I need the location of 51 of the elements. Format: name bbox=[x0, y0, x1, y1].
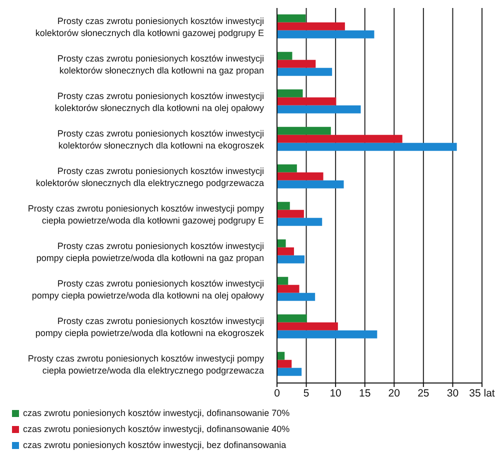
bar bbox=[277, 180, 344, 188]
bar bbox=[277, 255, 305, 264]
bar bbox=[277, 202, 290, 210]
bar bbox=[277, 89, 303, 98]
bar bbox=[277, 97, 336, 106]
bar bbox=[277, 239, 286, 248]
bar bbox=[277, 284, 300, 293]
bar bbox=[277, 105, 361, 114]
y-tick-label: Prosty czas zwrotu poniesionych kosztów inwestycji kolektorów słonecznych dla kotłowni na ekogroszek bbox=[57, 128, 264, 150]
y-tick-label: Prosty czas zwrotu poniesionych kosztów inwestycji kolektorów słonecznych dla kotłowni na gaz propan bbox=[57, 54, 264, 76]
bar bbox=[277, 322, 338, 330]
legend-label: czas zwrotu poniesionych kosztów inwestycji, bez dofinansowania bbox=[23, 440, 286, 450]
bar bbox=[277, 218, 322, 226]
y-tick-label: Prosty czas zwrotu poniesionych kosztów inwestycji kolektorów słonecznych dla kotłowni gazowej podgrupy E bbox=[35, 16, 264, 38]
bar bbox=[277, 164, 297, 172]
y-tick-label: Prosty czas zwrotu poniesionych kosztów inwestycji kolektorów słonecznych dla kotłowni na olej opałowy bbox=[54, 91, 264, 113]
bar bbox=[277, 134, 402, 143]
y-tick-label: Prosty czas zwrotu poniesionych kosztów inwestycji pompy ciepła powietrze/woda dla kotłowni na olej opałowy bbox=[32, 278, 264, 300]
bar bbox=[277, 247, 294, 256]
bar bbox=[277, 52, 292, 60]
bar bbox=[277, 330, 378, 338]
bar bbox=[277, 276, 288, 285]
x-tick-label: 15 bbox=[359, 387, 371, 400]
x-tick-label: 35 lat bbox=[469, 387, 495, 400]
bar bbox=[277, 210, 304, 218]
bar bbox=[277, 292, 316, 301]
x-tick-label: 25 bbox=[418, 387, 430, 400]
x-tick-label: 20 bbox=[388, 387, 400, 400]
bar bbox=[277, 142, 457, 151]
bar bbox=[277, 30, 374, 38]
y-tick-label: Prosty czas zwrotu poniesionych kosztów inwestycji pompy ciepła powietrze/woda dla kotłowni na gaz propan bbox=[36, 241, 264, 263]
bar bbox=[277, 68, 332, 76]
bar bbox=[277, 14, 306, 22]
x-tick-label: 30 bbox=[446, 387, 459, 400]
x-tick-label: 10 bbox=[330, 387, 342, 400]
bar bbox=[277, 172, 324, 180]
legend-label: czas zwrotu poniesionych kosztów inwestycji, dofinansowanie 40% bbox=[23, 424, 290, 434]
bar bbox=[277, 368, 302, 376]
y-tick-label: Prosty czas zwrotu poniesionych kosztów inwestycji pompy ciepła powietrze/woda dla kotłowni na ekogroszek bbox=[35, 316, 264, 338]
y-tick-label: Prosty czas zwrotu poniesionych kosztów inwestycji pompy ciepła powietrze/woda dla kotłowni gazowej podgrupy E bbox=[28, 204, 264, 226]
bar bbox=[277, 352, 285, 360]
bar bbox=[277, 126, 331, 135]
y-tick-label: Prosty czas zwrotu poniesionych kosztów inwestycji pompy ciepła powietrze/woda dla elektrycznego podgrzewacza bbox=[28, 354, 264, 376]
x-tick-label: 0 bbox=[274, 387, 280, 400]
bar bbox=[277, 22, 345, 30]
y-tick-label: Prosty czas zwrotu poniesionych kosztów inwestycji kolektorów słonecznych dla elektrycznego podgrzewacza bbox=[36, 166, 264, 188]
bar bbox=[277, 60, 316, 68]
bar bbox=[277, 314, 307, 322]
legend-label: czas zwrotu poniesionych kosztów inwestycji, dofinansowanie 70% bbox=[23, 408, 290, 418]
bar bbox=[277, 360, 292, 368]
x-tick-label: 5 bbox=[303, 387, 310, 400]
